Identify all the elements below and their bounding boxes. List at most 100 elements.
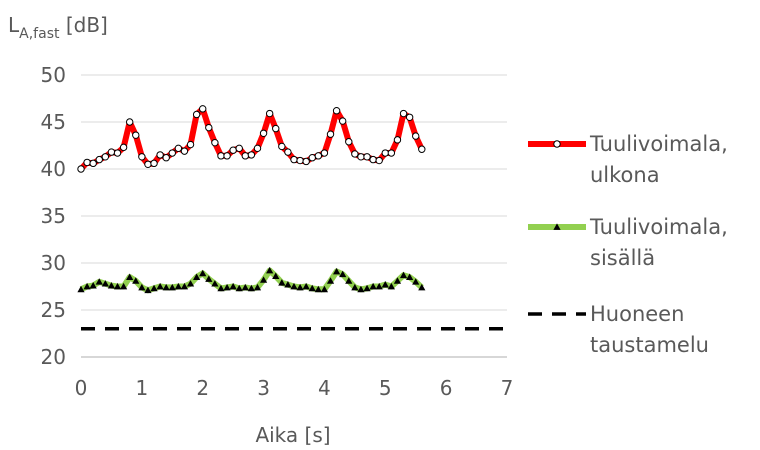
point-outdoor-17 — [180, 147, 189, 155]
y-tick-labels: 20 25 30 35 40 45 50 — [41, 63, 66, 369]
point-indoor-29 — [253, 283, 262, 291]
gridlines — [81, 74, 507, 311]
point-outdoor-42 — [332, 107, 341, 115]
point-outdoor-45 — [351, 150, 359, 158]
point-outdoor-10 — [138, 153, 146, 161]
point-outdoor-1 — [83, 158, 91, 167]
x-tick-label-5: 5 — [379, 376, 392, 400]
point-indoor-0 — [77, 285, 85, 293]
series-indoor — [77, 266, 426, 294]
point-indoor-16 — [174, 282, 182, 290]
point-outdoor-19 — [192, 110, 201, 119]
legend-marker-outdoor — [553, 140, 561, 148]
point-outdoor-41 — [326, 130, 335, 138]
point-outdoor-9 — [132, 131, 140, 139]
point-outdoor-7 — [119, 143, 128, 152]
x-tick-labels: 0 1 2 3 4 5 6 7 — [75, 376, 514, 400]
point-outdoor-36 — [296, 156, 304, 165]
x-tick-label-2: 2 — [196, 376, 209, 400]
point-outdoor-4 — [101, 153, 110, 161]
point-outdoor-31 — [265, 109, 274, 118]
point-indoor-48 — [369, 282, 377, 290]
x-tick-label-7: 7 — [501, 376, 514, 400]
point-outdoor-49 — [375, 156, 383, 165]
point-outdoor-21 — [205, 123, 213, 132]
point-indoor-25 — [229, 282, 237, 290]
point-outdoor-35 — [290, 155, 298, 164]
x-tick-label-3: 3 — [257, 376, 270, 400]
point-indoor-7 — [120, 282, 128, 290]
legend-label-background-0: Huoneen — [590, 302, 684, 326]
point-indoor-55 — [412, 278, 420, 285]
point-indoor-50 — [381, 281, 389, 288]
y-tick-label-35: 35 — [41, 204, 66, 228]
point-indoor-35 — [290, 282, 298, 290]
point-outdoor-3 — [95, 155, 103, 164]
point-outdoor-46 — [357, 153, 365, 161]
point-outdoor-6 — [113, 149, 122, 157]
point-indoor-46 — [357, 285, 365, 293]
point-outdoor-37 — [302, 157, 310, 166]
point-indoor-22 — [211, 280, 219, 287]
point-outdoor-28 — [247, 151, 256, 159]
point-indoor-41 — [326, 277, 335, 284]
point-indoor-34 — [284, 281, 292, 288]
y-tick-label-50: 50 — [41, 63, 66, 87]
point-outdoor-32 — [272, 124, 280, 133]
y-tick-label-45: 45 — [41, 110, 66, 134]
point-indoor-39 — [314, 285, 322, 293]
y-tick-label-30: 30 — [41, 251, 66, 275]
point-indoor-28 — [247, 284, 255, 292]
point-indoor-37 — [302, 282, 310, 290]
point-outdoor-22 — [211, 138, 219, 147]
point-indoor-24 — [223, 283, 231, 291]
x-tick-label-1: 1 — [135, 376, 148, 400]
point-indoor-44 — [345, 277, 353, 284]
point-indoor-33 — [278, 279, 286, 286]
y-axis-title-sub: A,fast — [19, 26, 60, 42]
point-indoor-32 — [272, 272, 280, 280]
point-indoor-8 — [126, 273, 134, 280]
point-outdoor-15 — [168, 149, 176, 157]
point-outdoor-8 — [125, 118, 134, 126]
y-tick-label-40: 40 — [41, 157, 66, 181]
legend-marker-indoor — [553, 223, 561, 230]
point-indoor-20 — [199, 269, 207, 277]
legend-item-background: Huoneen taustamelu — [528, 302, 709, 357]
point-indoor-49 — [375, 282, 383, 290]
point-outdoor-27 — [241, 152, 250, 160]
point-indoor-52 — [393, 277, 402, 284]
point-indoor-14 — [162, 283, 170, 291]
point-outdoor-20 — [199, 105, 207, 113]
point-indoor-40 — [320, 285, 329, 293]
legend-label-background-1: taustamelu — [590, 333, 709, 357]
point-indoor-9 — [132, 277, 140, 284]
point-indoor-38 — [308, 284, 316, 292]
point-outdoor-18 — [186, 140, 195, 149]
point-indoor-17 — [180, 282, 189, 290]
series-outdoor — [77, 105, 426, 173]
point-indoor-11 — [144, 286, 152, 294]
point-indoor-31 — [266, 266, 274, 274]
y-tick-label-20: 20 — [41, 345, 66, 369]
point-indoor-42 — [333, 267, 341, 275]
point-outdoor-13 — [156, 151, 164, 159]
legend-label-outdoor-1: ulkona — [590, 163, 660, 187]
x-axis-title: Aika [s] — [255, 423, 330, 447]
point-outdoor-29 — [253, 144, 262, 153]
point-indoor-19 — [193, 273, 201, 280]
point-indoor-13 — [156, 282, 164, 290]
point-outdoor-12 — [150, 159, 158, 168]
point-indoor-56 — [418, 283, 426, 291]
series-layer — [77, 105, 507, 331]
legend-item-outdoor: Tuulivoimala, ulkona — [528, 132, 728, 187]
point-outdoor-33 — [278, 142, 286, 151]
point-outdoor-47 — [363, 153, 371, 161]
point-outdoor-53 — [399, 109, 408, 118]
point-indoor-53 — [399, 271, 408, 279]
point-indoor-54 — [406, 273, 414, 280]
point-indoor-43 — [339, 270, 347, 278]
point-outdoor-0 — [77, 165, 85, 173]
point-outdoor-44 — [345, 138, 353, 146]
